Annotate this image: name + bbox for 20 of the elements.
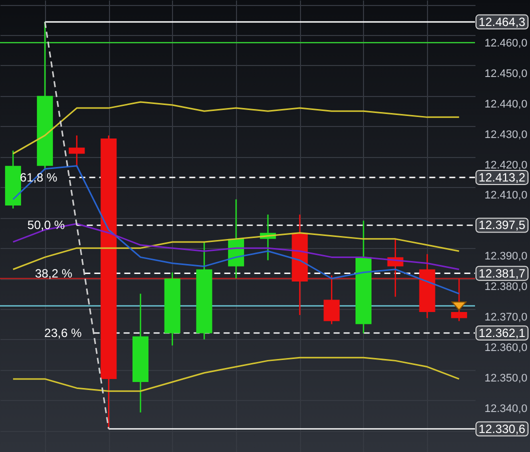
y-tick-label: 12.370,0 [484, 311, 528, 324]
ref-line-label: 12.397,5 [478, 218, 526, 232]
annotation: 38,2 % [34, 266, 73, 280]
ref-line-label: 12.464,3 [478, 14, 526, 29]
y-tick-label: 12.410,0 [484, 190, 528, 202]
ref-line-label: 12.330,6 [478, 422, 526, 436]
annotation: 23,6 % [44, 326, 82, 340]
y-tick-label: 12.430,0 [484, 128, 528, 141]
y-tick-label: 12.390,0 [484, 250, 528, 263]
y-tick-label: 12.350,0 [484, 372, 528, 384]
y-tick-label: 12.360,0 [484, 342, 528, 354]
y-tick-label: 12.380,0 [484, 281, 528, 294]
ref-line-label: 12.362,1 [478, 326, 526, 340]
ref-line-label: 12.413,2 [478, 170, 526, 184]
y-tick-label: 12.340,0 [484, 402, 528, 415]
y-tick-label: 12.450,0 [484, 68, 528, 80]
ref-line-label: 12.381,7 [478, 266, 526, 280]
y-tick-label: 12.460,0 [484, 38, 528, 50]
y-tick-label: 12.440,0 [484, 98, 528, 110]
y-tick-label: 12.420,0 [484, 159, 528, 172]
